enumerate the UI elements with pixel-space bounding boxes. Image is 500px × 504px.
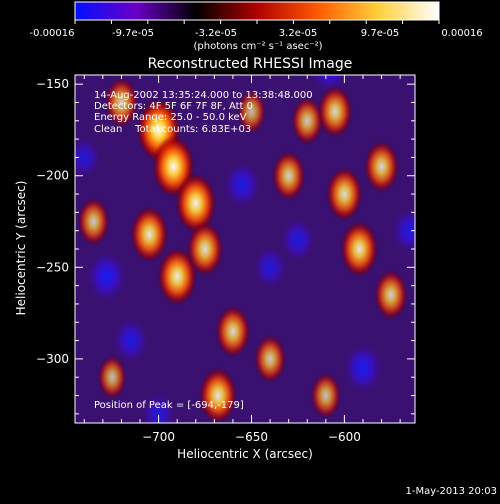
x-tick-label: −700: [142, 430, 175, 444]
colorbar-tick-label: -9.7e-05: [112, 28, 154, 39]
bright-feature: [130, 206, 169, 263]
y-tick-label: −200: [36, 169, 69, 183]
bright-feature: [77, 197, 110, 246]
x-tick-labels: −700 −650 −600: [142, 430, 361, 444]
bright-feature: [340, 221, 379, 277]
bright-feature: [326, 167, 363, 222]
colorbar-tick-label: 3.2e-05: [279, 28, 317, 39]
dark-feature: [251, 244, 289, 291]
y-tick-label: −250: [36, 260, 69, 274]
y-tick-label: −300: [36, 352, 69, 366]
bright-feature: [364, 140, 400, 193]
axis-ticks: [75, 75, 415, 423]
bright-feature: [199, 367, 238, 423]
bright-feature: [271, 150, 306, 201]
bright-feature: [310, 372, 342, 419]
bright-feature: [186, 222, 224, 276]
bright-feature: [157, 247, 197, 306]
chart-title: Reconstructed RHESSI Image: [148, 56, 353, 72]
dark-feature: [84, 248, 129, 305]
bright-feature: [175, 173, 217, 234]
dark-feature: [389, 205, 415, 256]
peak-position-label: Position of Peak = [-694,-179]: [94, 400, 244, 411]
plot-timestamp: 1-May-2013 20:03: [405, 486, 497, 497]
colorbar-tick-label: -0.00016: [30, 28, 75, 39]
dark-features: [75, 75, 415, 423]
annotation-energy-range: Energy Range: 25.0 - 50.0 keV: [94, 112, 247, 123]
bright-feature: [97, 355, 127, 400]
y-tick-label: −150: [36, 77, 69, 91]
colorbar-tick-label: -3.2e-05: [195, 28, 237, 39]
bright-feature: [215, 305, 251, 358]
y-tick-labels: −150 −200 −250 −300: [36, 77, 69, 366]
annotation-time-range: 14-Aug-2002 13:35:24.000 to 13:38:48.000: [94, 90, 313, 101]
bright-feature: [237, 89, 267, 134]
dark-feature: [75, 134, 103, 180]
colorbar-tick-label: 0.00016: [441, 28, 482, 39]
colorbar-ticks: [74, 20, 440, 24]
colorbar-tick-label: 9.7e-05: [361, 28, 399, 39]
x-tick-label: −650: [235, 430, 268, 444]
dark-feature: [278, 215, 317, 264]
y-axis-label: Heliocentric Y (arcsec): [14, 181, 28, 316]
bright-features: [77, 77, 408, 423]
bright-feature: [254, 334, 287, 383]
dark-feature: [140, 390, 177, 423]
bright-feature: [104, 77, 139, 128]
bright-feature: [374, 269, 408, 320]
bright-feature: [291, 96, 324, 145]
x-axis-label: Heliocentric X (arcsec): [177, 447, 313, 461]
image-area: [75, 75, 415, 423]
bright-feature: [317, 85, 353, 138]
colorbar-unit-label: (photons cm⁻² s⁻¹ asec⁻²): [193, 41, 322, 52]
dark-feature: [341, 341, 385, 396]
colorbar: [74, 1, 440, 21]
annotation-detectors: Detectors: 4F 5F 6F 7F 8F, Att 0: [94, 101, 253, 112]
annotation-clean-counts: Clean Total counts: 6.83E+03: [94, 124, 251, 135]
dark-feature: [221, 159, 263, 211]
x-tick-label: −600: [328, 430, 361, 444]
dark-feature: [111, 315, 151, 366]
